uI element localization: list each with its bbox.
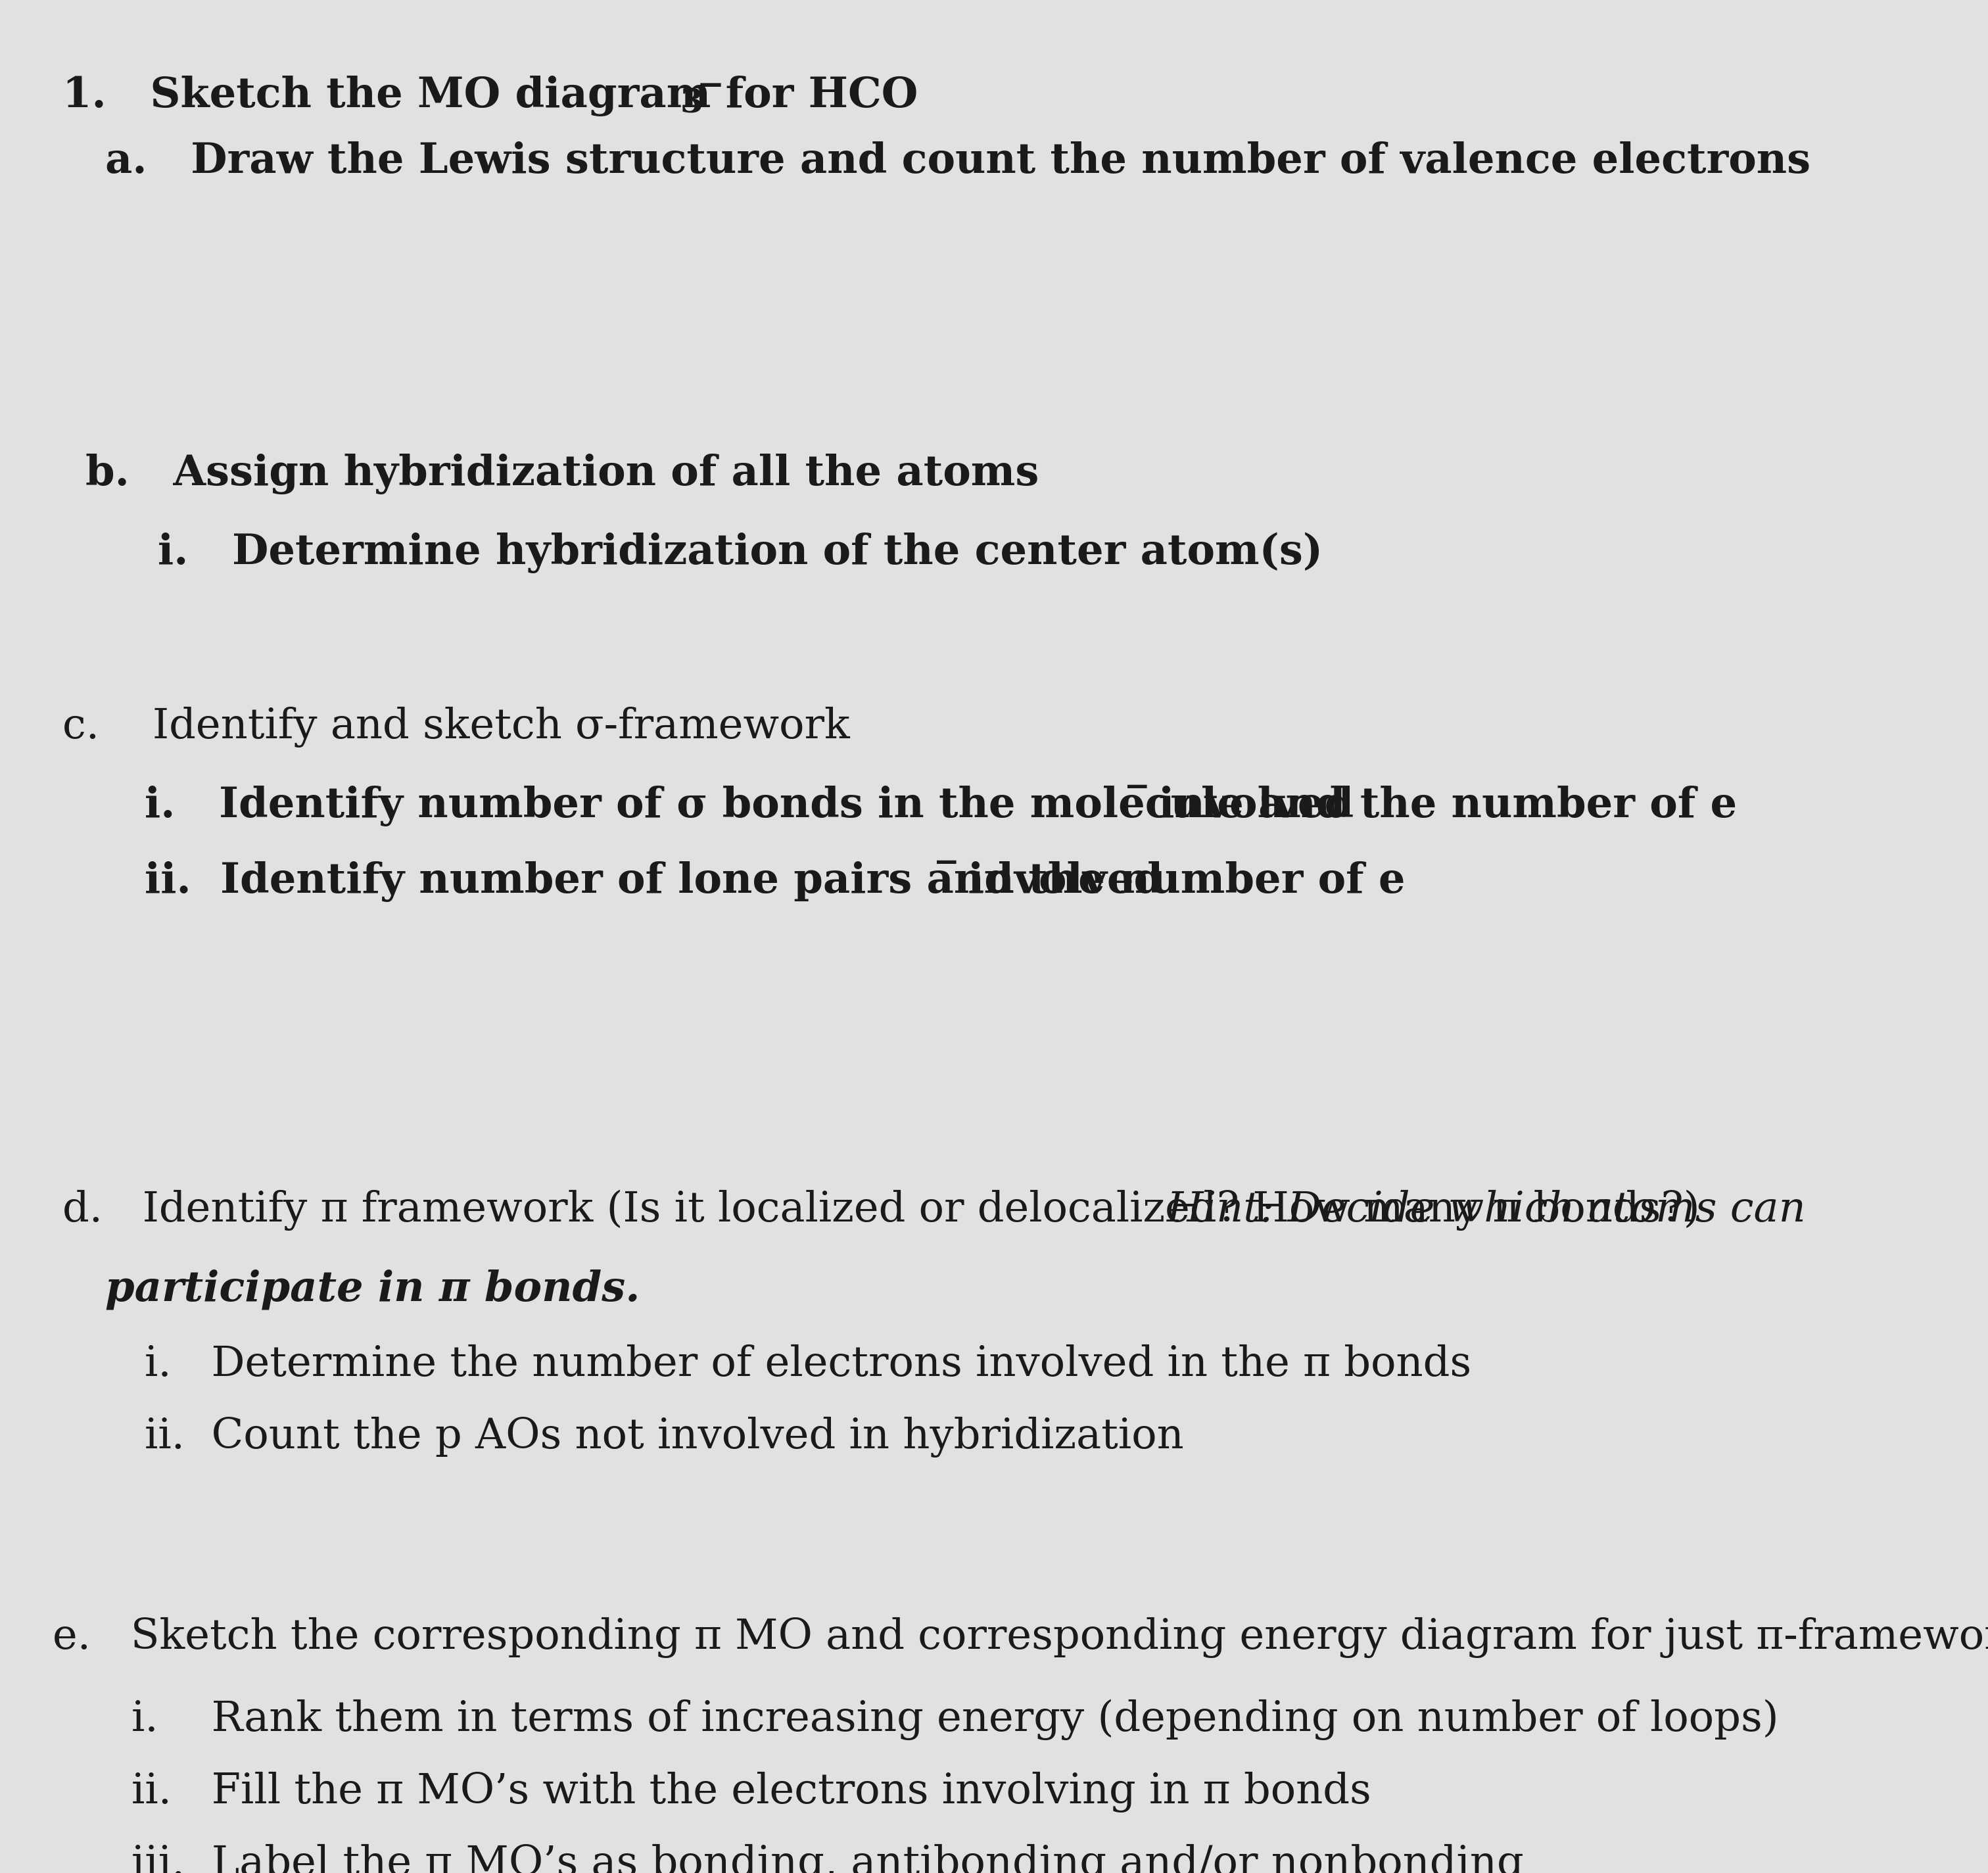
Text: −: − [934,848,960,878]
Text: iii.  Label the π MO’s as bonding, antibonding and/or nonbonding: iii. Label the π MO’s as bonding, antibo… [131,1845,1523,1873]
Text: i.    Rank them in terms of increasing energy (depending on number of loops): i. Rank them in terms of increasing ener… [131,1699,1779,1740]
Text: e.   Sketch the corresponding π MO and corresponding energy diagram for just π-f: e. Sketch the corresponding π MO and cor… [52,1616,1988,1658]
Text: i.   Determine hybridization of the center atom(s): i. Determine hybridization of the center… [157,532,1322,573]
Text: involved: involved [1143,785,1354,826]
Text: Hint: Decide which atoms can: Hint: Decide which atoms can [1167,1189,1807,1231]
Text: −: − [1123,772,1151,804]
Text: 1.   Sketch the MO diagram for HCO: 1. Sketch the MO diagram for HCO [62,75,918,116]
Text: ii.   Fill the π MO’s with the electrons involving in π bonds: ii. Fill the π MO’s with the electrons i… [131,1772,1372,1813]
Text: c.    Identify and sketch σ-framework: c. Identify and sketch σ-framework [62,706,849,747]
Text: b.   Assign hybridization of all the atoms: b. Assign hybridization of all the atoms [85,453,1040,494]
Text: participate in π bonds.: participate in π bonds. [105,1268,640,1309]
Text: −: − [698,71,724,103]
Text: a.   Draw the Lewis structure and count the number of valence electrons: a. Draw the Lewis structure and count th… [105,140,1811,182]
Text: ii.  Count the p AOs not involved in hybridization: ii. Count the p AOs not involved in hybr… [145,1416,1183,1457]
Text: 3: 3 [680,88,704,120]
Text: ii.  Identify number of lone pairs and the number of e: ii. Identify number of lone pairs and th… [145,862,1406,903]
Text: d.   Identify π framework (Is it localized or delocalized? How many π bonds?): d. Identify π framework (Is it localized… [62,1189,1726,1231]
Text: i.   Identify number of σ bonds in the molecule and the number of e: i. Identify number of σ bonds in the mol… [145,785,1738,826]
Text: i.   Determine the number of electrons involved in the π bonds: i. Determine the number of electrons inv… [145,1345,1471,1384]
Text: involved: involved [952,862,1163,901]
